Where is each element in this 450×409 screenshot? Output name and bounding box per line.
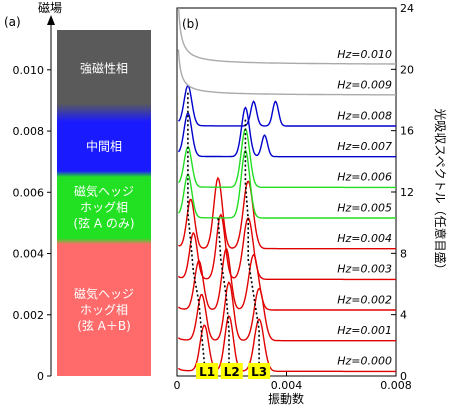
field-label: Hz=0.009 — [337, 79, 392, 92]
phase-label: ホッグ相 — [80, 303, 128, 317]
peak-label-box — [220, 363, 243, 379]
spectrum-line — [177, 281, 396, 342]
panel-a-tick-label: 0.010 — [13, 64, 45, 77]
y-axis-title: 光吸収スペクトル（任意目盛） — [433, 108, 448, 275]
spectrum-line — [177, 106, 396, 158]
peak-label-box — [196, 363, 219, 379]
y-tick-label: 12 — [400, 186, 414, 199]
panel-a-axis-title: 磁場 — [38, 0, 62, 15]
spectrum-line — [177, 127, 396, 189]
field-label: Hz=0.006 — [337, 171, 392, 184]
peak-label: L1 — [196, 363, 219, 379]
field-label: Hz=0.001 — [337, 324, 392, 337]
peak-label-box — [248, 363, 271, 379]
peak-label-text: L3 — [251, 365, 267, 379]
y-tick-label: 8 — [400, 247, 407, 260]
spectrum-line — [177, 84, 396, 127]
field-label: Hz=0.004 — [337, 232, 392, 245]
spectra — [177, 8, 396, 373]
x-tick-label: 0.008 — [380, 379, 412, 392]
dotted-guides — [187, 90, 260, 364]
y-tick-label: 16 — [400, 125, 414, 138]
x-axis-title: 振動数 — [268, 391, 304, 406]
spectrum-line — [177, 8, 396, 65]
phase-label: 磁気ヘッジ — [74, 184, 134, 199]
x-tick-label: 0 — [174, 379, 181, 392]
y-tick-label: 0 — [400, 370, 407, 383]
peak-labels: L1 L2 L3 — [196, 363, 271, 379]
y-tick-label: 4 — [400, 309, 407, 322]
peak-label: L2 — [220, 363, 243, 379]
panel-a-tick-label: 0.004 — [13, 248, 45, 261]
axis-arrow-icon — [47, 15, 55, 25]
phase-label: (弦 A のみ) — [73, 216, 134, 231]
phase-label: (弦 A＋B) — [77, 318, 131, 333]
panel-a: (a) 磁場 0 0.002 0.004 0.006 0.008 0.010 強磁性相中間… — [4, 0, 151, 383]
field-label: Hz=0.003 — [337, 263, 392, 276]
field-label: Hz=0.005 — [337, 201, 392, 214]
x-tick-label: 0.004 — [271, 379, 303, 392]
panel-a-tick-label: 0.006 — [13, 186, 45, 199]
dotted-guide — [244, 118, 260, 364]
panel-a-tick-label: 0.002 — [13, 309, 45, 322]
spectrum-line — [178, 176, 396, 250]
phase-label: ホッグ相 — [80, 201, 128, 215]
spectrum-line — [177, 49, 396, 96]
spectrum-line — [177, 248, 396, 311]
dotted-guide — [187, 90, 206, 364]
spectrum-line — [177, 213, 396, 281]
panel-a-label: (a) — [4, 15, 21, 29]
panel-a-tick-label: 0.008 — [13, 125, 45, 138]
phase-label: 磁気ヘッジ — [74, 286, 134, 301]
panel-a-ticks: 0 0.002 0.004 0.006 0.008 0.010 — [13, 64, 51, 383]
phase-label: 強磁性相 — [80, 60, 128, 75]
field-label: Hz=0.002 — [337, 293, 392, 306]
field-label: Hz=0.008 — [337, 109, 392, 122]
field-labels: Hz=0.000 Hz=0.001 Hz=0.002 Hz=0.003 Hz=0.004… — [337, 48, 392, 368]
phase-bar — [57, 30, 151, 376]
y-tick-label: 20 — [400, 63, 414, 76]
peak-label: L3 — [248, 363, 271, 379]
field-label: Hz=0.007 — [337, 140, 392, 153]
panel-b-label: (b) — [182, 17, 199, 31]
field-label: Hz=0.000 — [337, 355, 392, 368]
field-label: Hz=0.010 — [337, 48, 392, 61]
spectrum-line — [177, 149, 396, 219]
panel-a-tick-label: 0 — [37, 370, 44, 383]
peak-label-text: L2 — [224, 365, 240, 379]
dotted-guide — [217, 218, 230, 364]
phase-label: 中間相 — [86, 138, 122, 153]
peak-label-text: L1 — [199, 365, 215, 379]
y-tick-label: 24 — [400, 2, 414, 15]
